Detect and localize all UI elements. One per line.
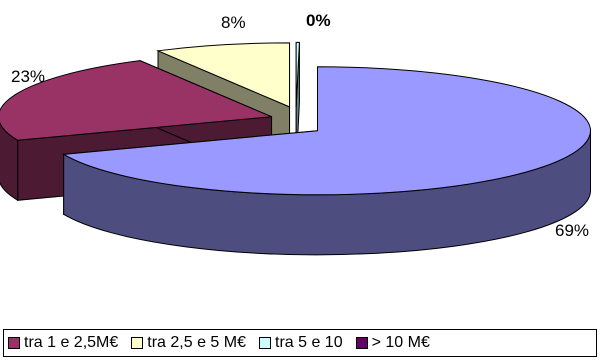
legend-swatch-4 <box>355 337 368 349</box>
legend-item-2: tra 2,5 e 5 M€ <box>131 334 246 352</box>
legend-label-3: tra 5 e 10 <box>275 334 343 351</box>
pie-slice-1 <box>62 66 591 256</box>
legend-item-1: tra 1 e 2,5M€ <box>8 334 118 352</box>
data-label-slice-2: 23% <box>11 67 45 86</box>
chart-legend: tra 1 e 2,5M€ tra 2,5 e 5 M€ tra 5 e 10 … <box>3 329 597 357</box>
pie-slice-2-top <box>0 60 272 141</box>
legend-swatch-2 <box>131 337 144 349</box>
legend-label-2: tra 2,5 e 5 M€ <box>147 334 246 351</box>
legend-swatch-1 <box>8 337 20 349</box>
legend-label-4: > 10 M€ <box>371 334 430 351</box>
data-label-slice-4: 0% <box>306 11 331 30</box>
pie-slice-1-top <box>62 66 591 196</box>
legend-item-4: > 10 M€ <box>355 334 430 352</box>
legend-swatch-3 <box>259 337 271 349</box>
legend-item-3: tra 5 e 10 <box>259 334 343 352</box>
data-label-slice-3: 8% <box>221 13 246 32</box>
pie-slice-4-top <box>295 41 300 107</box>
pie-slice-3-top <box>156 42 291 108</box>
data-label-slice-1: 69% <box>555 221 589 240</box>
legend-label-1: tra 1 e 2,5M€ <box>24 334 119 351</box>
pie-slices <box>0 41 591 256</box>
